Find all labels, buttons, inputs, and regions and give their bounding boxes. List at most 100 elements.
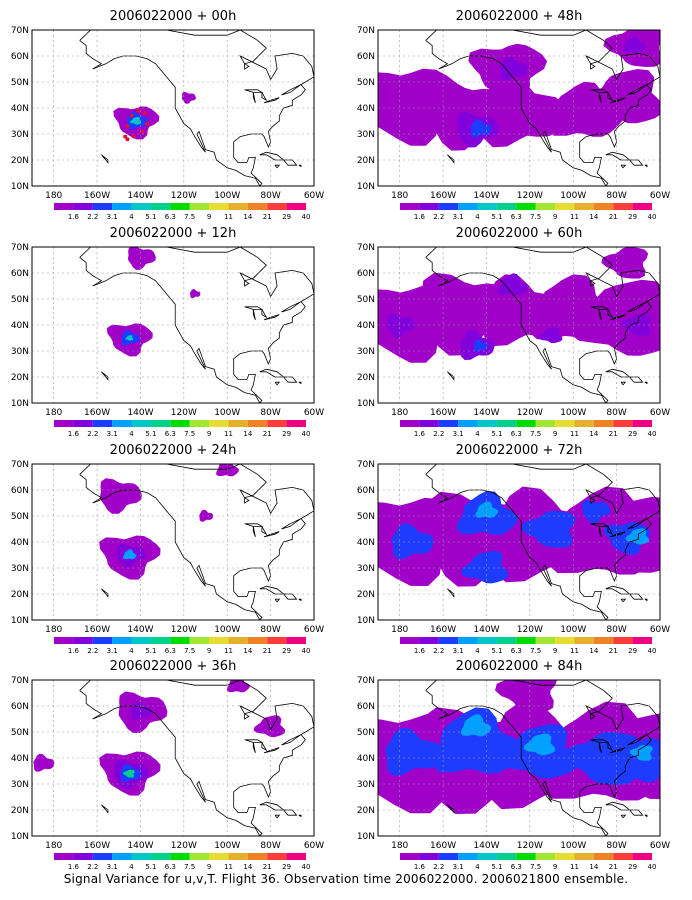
- observation-point: [129, 113, 134, 118]
- colorbar-swatch: [458, 637, 478, 644]
- colorbar-swatch: [535, 203, 556, 210]
- colorbar-swatch: [286, 637, 306, 644]
- observation-point: [136, 108, 141, 113]
- colorbar-swatch: [613, 420, 633, 427]
- coastline: [283, 593, 298, 600]
- coastline: [590, 497, 596, 504]
- panel-frame: [377, 29, 661, 187]
- map-panel: 2006022000 + 36h 180 160W 140W 120W 100W 80W 60…: [11, 659, 324, 871]
- colorbar-label: 1.6: [414, 430, 426, 438]
- y-tick-label: 20N: [357, 373, 375, 383]
- map-panel: 2006022000 + 72h 180 160W 140W 120W 100W 80W 60…: [357, 443, 670, 655]
- colorbar-label: 9: [553, 430, 557, 438]
- colorbar-swatch: [170, 853, 190, 860]
- colorbar-label: 29: [282, 863, 291, 870]
- colorbar-swatch: [267, 637, 287, 644]
- colorbar-label: 1.6: [68, 213, 80, 221]
- panel-title: 2006022000 + 24h: [110, 443, 237, 458]
- y-tick-label: 30N: [357, 347, 375, 357]
- colorbar-swatch: [131, 203, 151, 210]
- colorbar-label: 40: [302, 863, 311, 870]
- panel-title: 2006022000 + 12h: [110, 226, 237, 241]
- variance-region: [500, 56, 528, 81]
- colorbar-swatch: [54, 420, 74, 427]
- coastline: [605, 368, 631, 378]
- colorbar-swatch: [400, 853, 420, 860]
- variance-region: [601, 247, 649, 279]
- coastline: [281, 518, 302, 530]
- coastline: [244, 713, 250, 720]
- colorbar-swatch: [131, 420, 151, 427]
- colorbar-label: 1.6: [414, 647, 426, 655]
- y-tick-label: 10N: [357, 832, 375, 842]
- coastline: [425, 247, 660, 403]
- colorbar-label: 2.2: [433, 213, 444, 221]
- colorbar-swatch: [228, 637, 248, 644]
- colorbar-swatch: [54, 203, 74, 210]
- colorbar-label: 4: [475, 863, 480, 870]
- colorbar-swatch: [73, 853, 93, 860]
- coastline: [298, 164, 302, 168]
- colorbar-swatch: [632, 853, 652, 860]
- x-tick-label: 120W: [171, 408, 197, 418]
- colorbar-label: 2.2: [87, 213, 98, 221]
- x-tick-label: 160W: [84, 191, 110, 201]
- coastline: [609, 531, 626, 538]
- colorbar-label: 29: [282, 430, 291, 438]
- variance-region: [625, 528, 650, 545]
- panel-title: 2006022000 + 48h: [456, 9, 583, 24]
- map-panel: 2006022000 + 84h 180 160W 140W 120W 100W 80W 60…: [357, 659, 670, 871]
- variance-region: [622, 36, 646, 53]
- map-figure: 2006022000 + 00h 180 160W 140W 120W 100W 80W 60…: [11, 9, 670, 871]
- x-tick-label: 80W: [606, 408, 626, 418]
- colorbar-swatch: [574, 420, 594, 427]
- x-tick-label: 180: [45, 841, 62, 851]
- coastline: [447, 588, 455, 598]
- variance-region: [387, 313, 416, 338]
- coastline: [281, 84, 302, 96]
- x-tick-label: 120W: [171, 191, 197, 201]
- colorbar-label: 6.3: [165, 213, 176, 221]
- observation-point: [140, 129, 145, 134]
- colorbar-swatch: [189, 420, 210, 427]
- y-tick-label: 20N: [11, 373, 29, 383]
- colorbar-label: 7.5: [530, 647, 541, 655]
- colorbar-swatch: [516, 420, 536, 427]
- colorbar-swatch: [593, 853, 614, 860]
- coastline: [620, 814, 627, 819]
- y-tick-label: 40N: [11, 321, 29, 331]
- coastline: [252, 526, 256, 537]
- colorbar-swatch: [477, 203, 497, 210]
- coastline: [283, 809, 298, 816]
- colorbar-swatch: [438, 853, 459, 860]
- coastline: [590, 280, 596, 287]
- colorbar-swatch: [247, 853, 268, 860]
- colorbar-swatch: [613, 637, 633, 644]
- panel-frame: [31, 29, 315, 187]
- y-tick-label: 60N: [357, 702, 375, 712]
- colorbar-label: 9: [553, 863, 557, 870]
- map-panel: 2006022000 + 60h 180 160W 140W 120W 100W 80W 60…: [357, 226, 670, 438]
- coastline: [627, 84, 648, 96]
- coastline: [620, 598, 627, 603]
- y-tick-label: 20N: [357, 806, 375, 816]
- colorbar-label: 3.1: [453, 430, 464, 438]
- figure-caption: Signal Variance for u,v,T. Flight 36. Ob…: [63, 872, 629, 886]
- colorbar-swatch: [267, 203, 287, 210]
- variance-region: [391, 523, 434, 559]
- variance-region: [100, 478, 142, 514]
- y-tick-label: 50N: [11, 728, 29, 738]
- colorbar-label: 14: [589, 647, 598, 655]
- colorbar-label: 40: [302, 213, 311, 221]
- colorbar-label: 14: [589, 213, 598, 221]
- colorbar-swatch: [535, 637, 556, 644]
- y-tick-label: 10N: [11, 399, 29, 409]
- x-tick-label: 100W: [560, 408, 586, 418]
- colorbar-swatch: [247, 637, 268, 644]
- colorbar-label: 7.5: [184, 863, 195, 870]
- colorbar-label: 14: [243, 430, 252, 438]
- colorbar-swatch: [613, 853, 633, 860]
- colorbar-label: 5.1: [145, 647, 156, 655]
- y-tick-label: 30N: [357, 564, 375, 574]
- coastline: [620, 381, 627, 386]
